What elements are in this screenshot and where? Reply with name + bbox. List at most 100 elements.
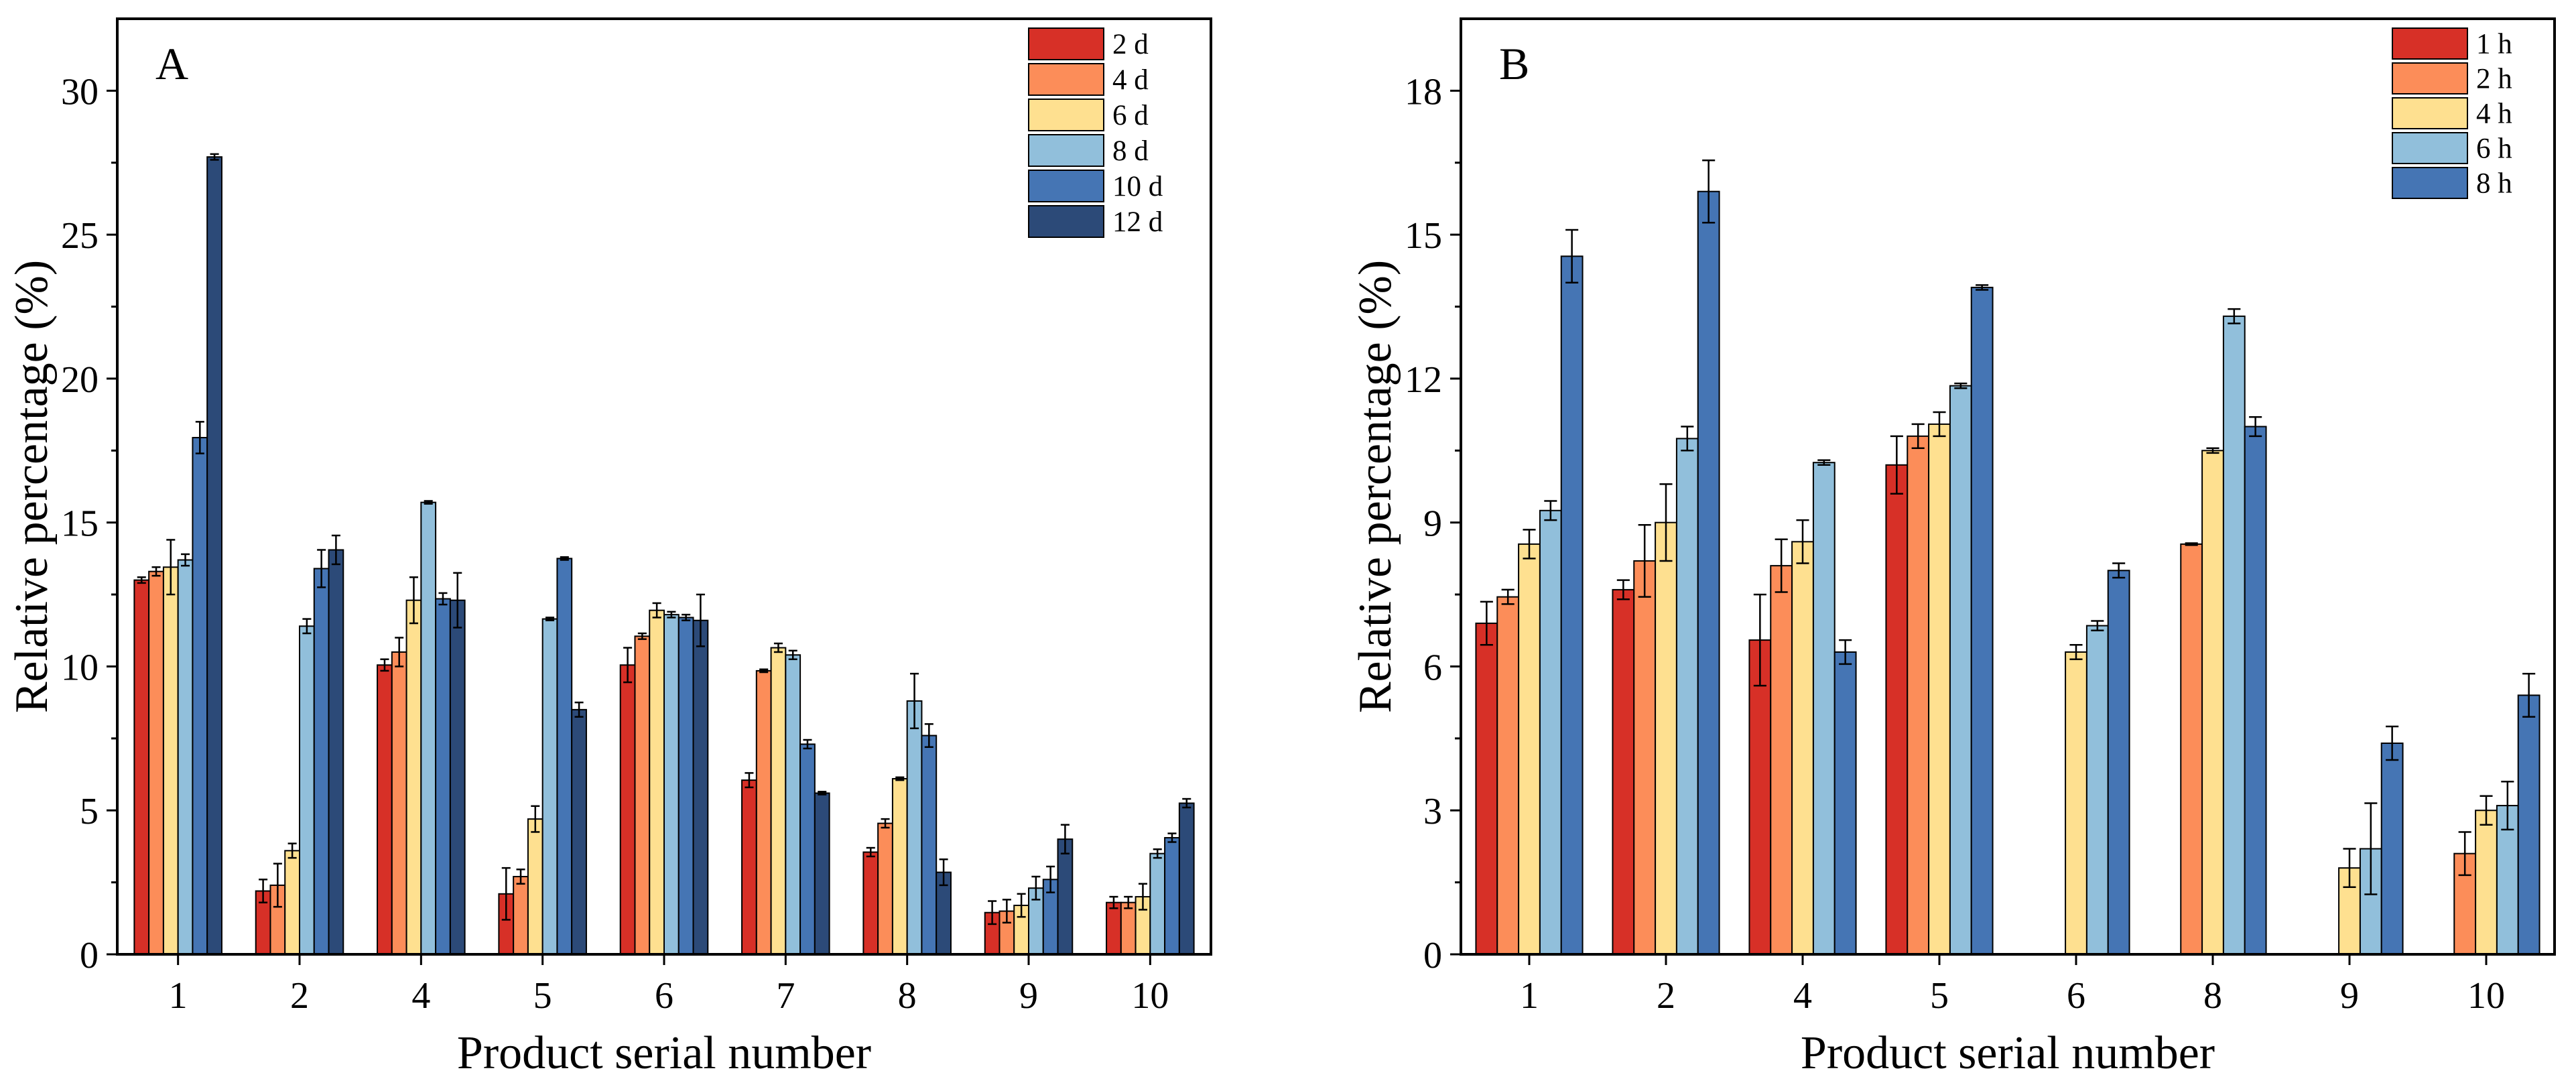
legend-swatch xyxy=(1028,27,1104,60)
bar xyxy=(663,614,680,955)
bar xyxy=(405,599,422,955)
bar xyxy=(1518,543,1541,955)
x-tick-label: 6 xyxy=(2067,975,2085,1017)
bar xyxy=(1106,901,1122,956)
bar xyxy=(1697,190,1720,956)
x-tick-label: 10 xyxy=(1131,975,1169,1017)
bar xyxy=(692,619,709,956)
bar xyxy=(162,566,179,955)
bar xyxy=(2475,810,2498,955)
bar xyxy=(148,570,164,955)
bar xyxy=(770,647,787,956)
y-axis-title: Relative percentage (%) xyxy=(1350,260,1401,713)
y-tick-label: 0 xyxy=(80,935,99,976)
bar xyxy=(1748,639,1772,955)
bar xyxy=(799,743,816,955)
bar xyxy=(619,664,636,955)
x-axis-title: Product serial number xyxy=(1801,1027,2215,1079)
y-tick-label: 9 xyxy=(1423,503,1442,545)
x-tick-label: 10 xyxy=(2467,975,2505,1017)
x-tick-label: 6 xyxy=(655,975,673,1017)
bar xyxy=(1812,462,1836,955)
bar xyxy=(284,850,300,956)
y-tick-label: 20 xyxy=(61,359,99,401)
legend-swatch xyxy=(1028,134,1104,167)
bar xyxy=(877,822,893,956)
bar xyxy=(435,598,451,955)
bar xyxy=(192,436,208,955)
bar xyxy=(177,559,194,955)
bar xyxy=(1791,541,1814,955)
bar xyxy=(1928,423,1951,955)
bar xyxy=(2380,743,2404,955)
bar xyxy=(2107,570,2130,955)
bar xyxy=(634,635,651,955)
bar xyxy=(862,851,879,955)
y-tick-label: 30 xyxy=(61,71,99,113)
legend-label: 12 d xyxy=(1112,206,1163,238)
bar xyxy=(1675,438,1699,955)
panel-label: B xyxy=(1499,38,1529,89)
bar xyxy=(391,651,407,955)
bar xyxy=(1833,651,1857,955)
y-tick-label: 25 xyxy=(61,215,99,257)
bar xyxy=(1178,802,1195,955)
bar xyxy=(1539,509,1562,955)
x-tick-label: 5 xyxy=(533,975,552,1017)
plot-frame xyxy=(1460,17,2556,956)
panel-label: A xyxy=(155,38,188,89)
bar xyxy=(2517,694,2540,956)
bar xyxy=(741,779,757,956)
bar xyxy=(2244,426,2267,955)
bar xyxy=(571,708,587,956)
bar xyxy=(313,568,330,955)
bar xyxy=(541,618,558,955)
y-tick-label: 3 xyxy=(1423,791,1442,832)
bar xyxy=(556,558,573,955)
x-tick-label: 9 xyxy=(2340,975,2359,1017)
legend-label: 1 h xyxy=(2476,28,2512,60)
legend-swatch xyxy=(2392,167,2468,199)
bar xyxy=(1057,838,1074,955)
x-axis-title: Product serial number xyxy=(457,1027,871,1079)
bar xyxy=(1633,560,1657,955)
bar xyxy=(2222,315,2246,956)
y-tick-label: 18 xyxy=(1405,71,1442,113)
bar xyxy=(891,777,908,956)
x-tick-label: 4 xyxy=(411,975,430,1017)
bar xyxy=(921,735,938,955)
chart-panel-a: 0 5 10 15 20 25 30 1 2 4 5 6 7 8 9 10 A Product serial nu… xyxy=(6,17,1212,1079)
y-tick-label: 10 xyxy=(61,647,99,688)
legend-swatch xyxy=(1028,205,1104,238)
legend-label: 4 d xyxy=(1112,64,1149,96)
bar xyxy=(649,609,665,955)
legend-swatch xyxy=(2392,132,2468,164)
x-tick-label: 4 xyxy=(1793,975,1812,1017)
legend-swatch xyxy=(2392,97,2468,129)
y-tick-label: 15 xyxy=(1405,215,1442,257)
bar xyxy=(2201,450,2224,955)
bar xyxy=(785,654,801,956)
bar xyxy=(1475,623,1498,955)
bar xyxy=(1164,837,1180,955)
bar xyxy=(1885,464,1909,955)
bar xyxy=(678,617,694,955)
bar xyxy=(1970,286,1994,955)
bar xyxy=(377,664,393,955)
x-tick-label: 8 xyxy=(2203,975,2222,1017)
legend-label: 6 d xyxy=(1112,100,1149,131)
bar xyxy=(420,501,437,955)
bar xyxy=(906,700,923,955)
bar xyxy=(206,156,222,955)
x-tick-label: 5 xyxy=(1930,975,1949,1017)
bar xyxy=(299,625,315,956)
bar xyxy=(1655,521,1677,955)
bar xyxy=(1149,852,1166,955)
x-tick-label: 2 xyxy=(1657,975,1675,1017)
plot-frame xyxy=(116,17,1212,956)
x-tick-label: 7 xyxy=(776,975,795,1017)
legend-label: 8 h xyxy=(2476,168,2512,199)
bar xyxy=(1612,588,1635,955)
legend-label: 10 d xyxy=(1112,171,1163,202)
